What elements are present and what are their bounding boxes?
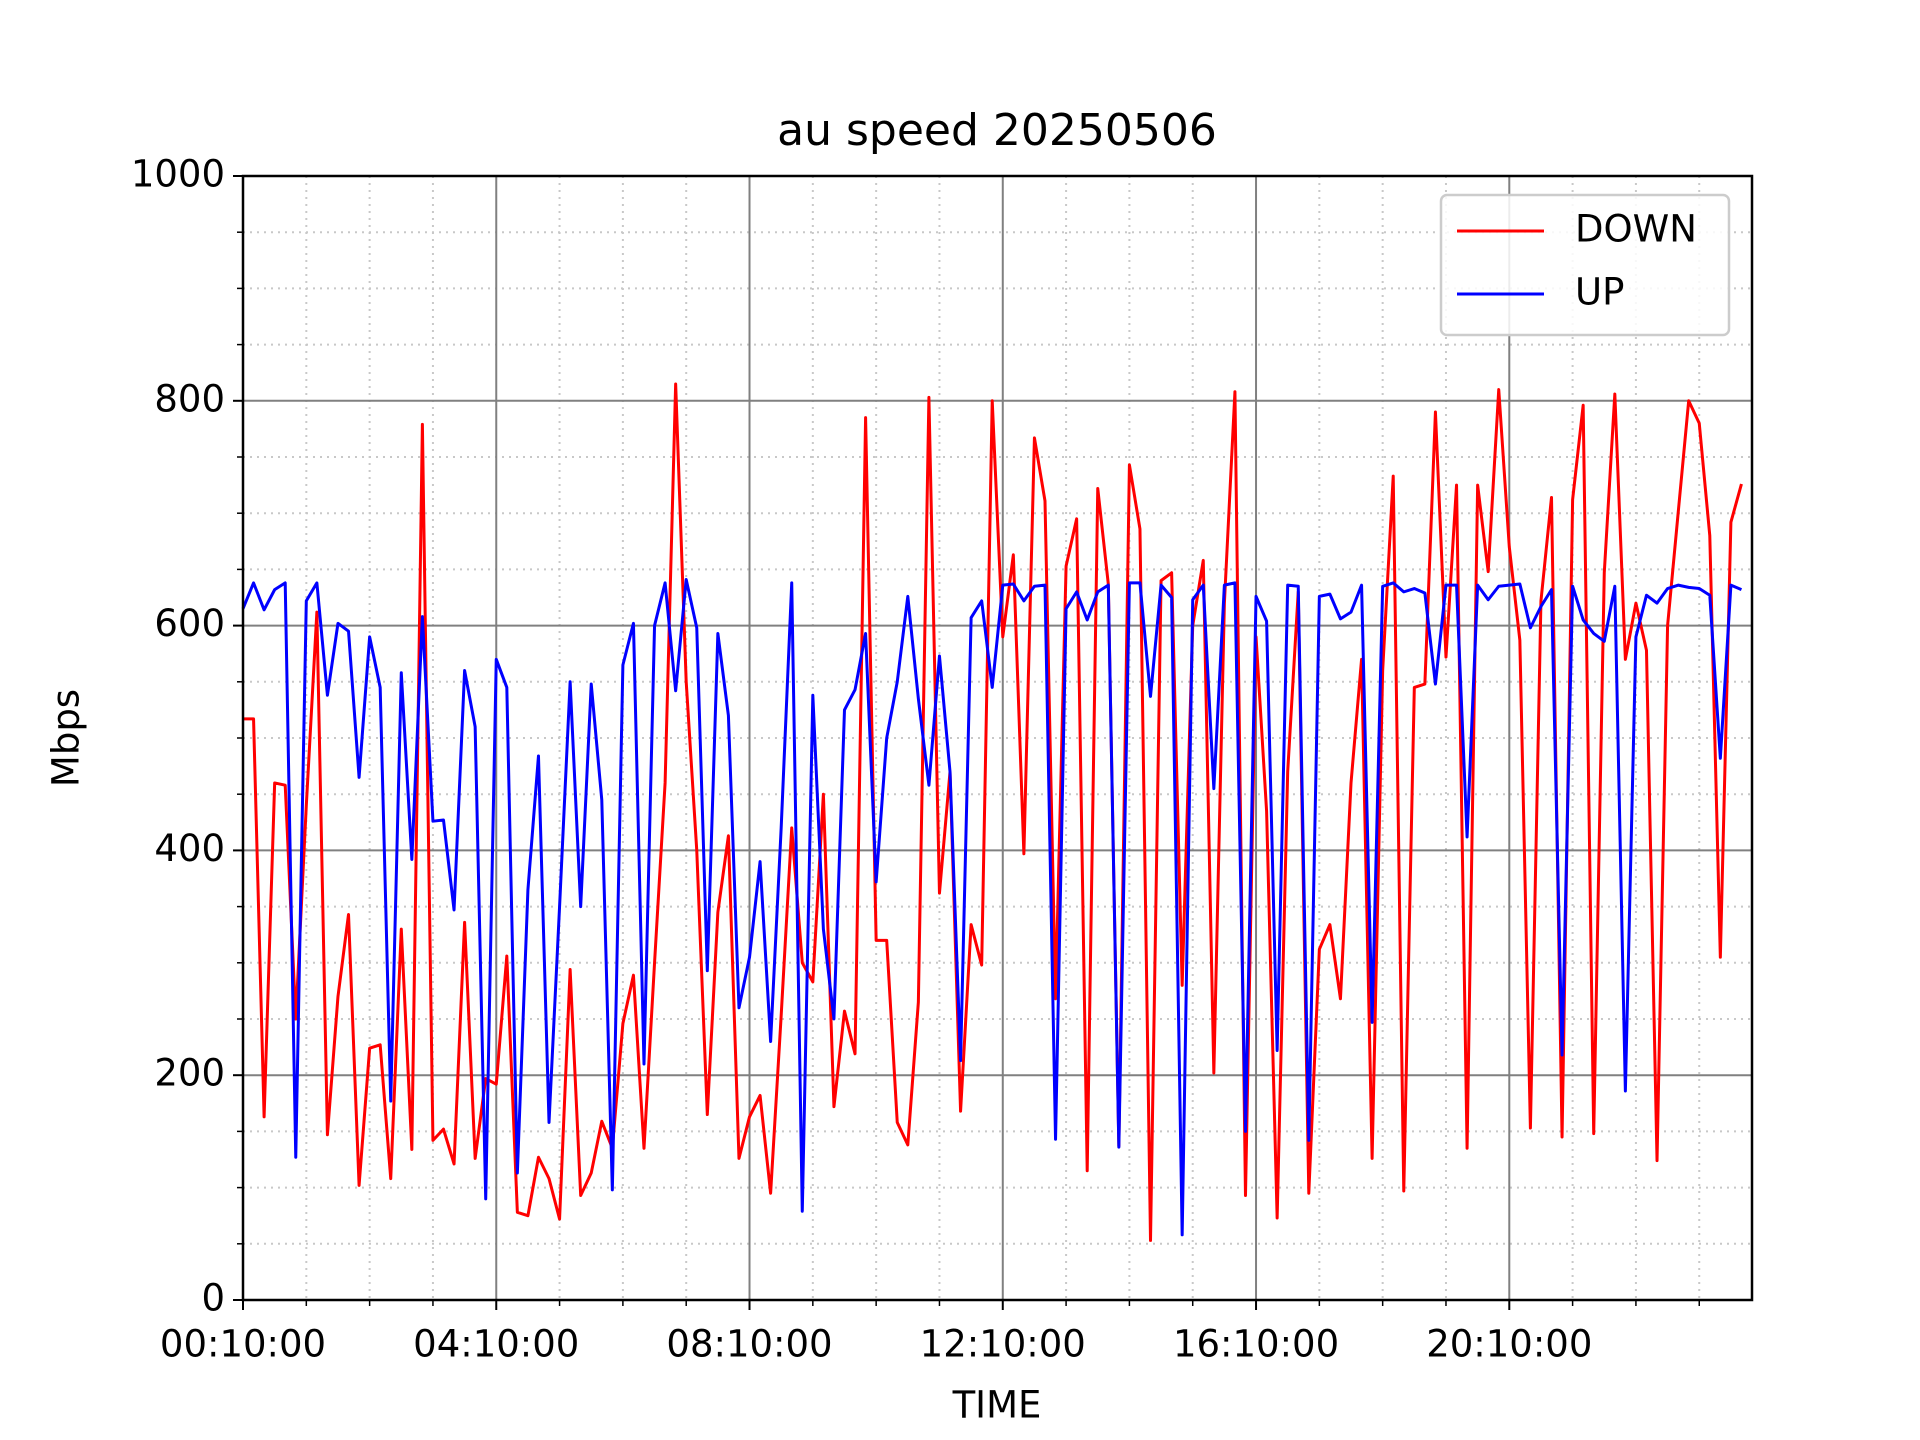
y-axis-label: Mbps (45, 689, 88, 787)
chart-title: au speed 20250506 (777, 105, 1217, 156)
y-tick-label: 0 (201, 1277, 225, 1320)
x-axis-label: TIME (952, 1384, 1042, 1427)
x-tick-label: 08:10:00 (666, 1323, 832, 1366)
x-tick-label: 16:10:00 (1173, 1323, 1339, 1366)
legend-label: UP (1575, 271, 1624, 314)
x-tick-label: 20:10:00 (1426, 1323, 1592, 1366)
plot-frame (241, 174, 1754, 1302)
y-tick-label: 400 (154, 827, 225, 870)
legend-label: DOWN (1575, 208, 1697, 251)
data-line (241, 578, 1743, 1237)
x-tick-label: 04:10:00 (413, 1323, 579, 1366)
legend: DOWN UP (1439, 193, 1731, 337)
y-tick-label: 200 (154, 1052, 225, 1095)
x-tick-label: 00:10:00 (160, 1323, 326, 1366)
y-tick-label: 1000 (131, 153, 225, 196)
y-tick-label: 600 (154, 602, 225, 645)
data-line (243, 382, 1743, 1242)
y-tick-label: 800 (154, 377, 225, 420)
x-tick-label: 12:10:00 (920, 1323, 1086, 1366)
